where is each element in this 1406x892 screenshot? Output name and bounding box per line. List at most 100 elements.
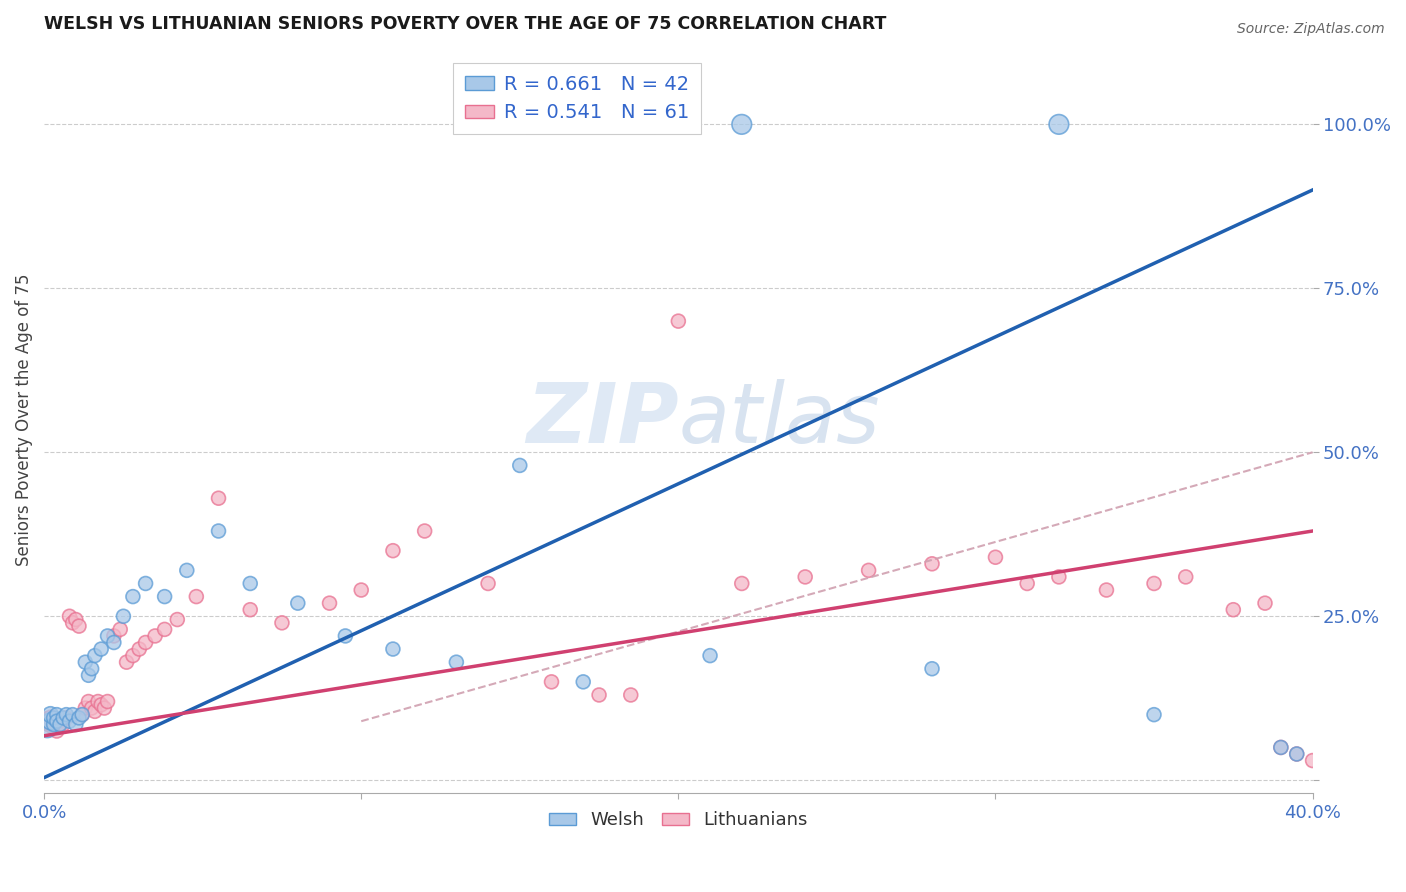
Point: [135, 635, 157, 649]
Point: [1017, 576, 1039, 591]
Point: [381, 642, 404, 657]
Point: [1270, 740, 1292, 755]
Point: [239, 603, 262, 617]
Point: [153, 623, 176, 637]
Point: [115, 655, 138, 669]
Point: [67, 619, 90, 633]
Point: [52, 711, 75, 725]
Point: [62, 615, 84, 630]
Point: [65, 717, 87, 731]
Point: [984, 550, 1007, 565]
Legend: Welsh, Lithuanians: Welsh, Lithuanians: [541, 805, 815, 837]
Point: [55, 707, 77, 722]
Point: [70, 707, 93, 722]
Point: [1047, 570, 1070, 584]
Point: [509, 458, 531, 473]
Point: [207, 524, 229, 538]
Point: [83, 648, 105, 663]
Point: [96, 694, 118, 708]
Point: [588, 688, 610, 702]
Point: [122, 590, 145, 604]
Point: [699, 648, 721, 663]
Y-axis label: Seniors Poverty Over the Age of 75: Seniors Poverty Over the Age of 75: [15, 273, 32, 566]
Point: [42, 717, 65, 731]
Point: [45, 714, 67, 729]
Point: [90, 698, 112, 712]
Point: [103, 629, 125, 643]
Point: [540, 674, 562, 689]
Point: [477, 576, 499, 591]
Point: [1222, 603, 1244, 617]
Point: [75, 701, 97, 715]
Point: [318, 596, 340, 610]
Point: [39, 714, 62, 729]
Point: [271, 615, 294, 630]
Point: [731, 117, 754, 131]
Point: [65, 613, 87, 627]
Point: [176, 563, 198, 577]
Point: [49, 717, 72, 731]
Point: [166, 613, 188, 627]
Text: Source: ZipAtlas.com: Source: ZipAtlas.com: [1237, 22, 1385, 37]
Point: [112, 609, 135, 624]
Point: [207, 491, 229, 506]
Point: [80, 701, 103, 715]
Point: [1285, 747, 1308, 761]
Point: [70, 707, 93, 722]
Point: [1095, 582, 1118, 597]
Point: [77, 694, 100, 708]
Point: [49, 714, 72, 729]
Point: [620, 688, 643, 702]
Point: [49, 717, 72, 731]
Point: [87, 694, 110, 708]
Point: [37, 714, 59, 729]
Point: [42, 721, 65, 735]
Point: [1174, 570, 1197, 584]
Point: [37, 721, 59, 735]
Point: [446, 655, 468, 669]
Point: [335, 629, 357, 643]
Point: [55, 711, 77, 725]
Point: [83, 704, 105, 718]
Point: [1270, 740, 1292, 755]
Point: [239, 576, 262, 591]
Point: [1143, 707, 1166, 722]
Point: [39, 707, 62, 722]
Point: [572, 674, 595, 689]
Point: [1047, 117, 1070, 131]
Point: [413, 524, 436, 538]
Point: [58, 714, 80, 729]
Point: [731, 576, 754, 591]
Point: [143, 629, 166, 643]
Point: [52, 717, 75, 731]
Point: [67, 711, 90, 725]
Point: [122, 648, 145, 663]
Point: [93, 701, 115, 715]
Point: [794, 570, 817, 584]
Point: [381, 543, 404, 558]
Point: [1285, 747, 1308, 761]
Point: [1143, 576, 1166, 591]
Point: [1254, 596, 1277, 610]
Point: [186, 590, 208, 604]
Point: [42, 711, 65, 725]
Text: ZIP: ZIP: [526, 379, 678, 460]
Point: [110, 623, 132, 637]
Text: WELSH VS LITHUANIAN SENIORS POVERTY OVER THE AGE OF 75 CORRELATION CHART: WELSH VS LITHUANIAN SENIORS POVERTY OVER…: [44, 15, 887, 33]
Point: [45, 724, 67, 739]
Point: [153, 590, 176, 604]
Point: [858, 563, 880, 577]
Point: [135, 576, 157, 591]
Point: [39, 711, 62, 725]
Point: [42, 714, 65, 729]
Point: [128, 642, 150, 657]
Point: [80, 662, 103, 676]
Point: [58, 609, 80, 624]
Point: [77, 668, 100, 682]
Point: [666, 314, 689, 328]
Point: [75, 655, 97, 669]
Point: [45, 717, 67, 731]
Point: [921, 662, 943, 676]
Point: [90, 642, 112, 657]
Point: [62, 707, 84, 722]
